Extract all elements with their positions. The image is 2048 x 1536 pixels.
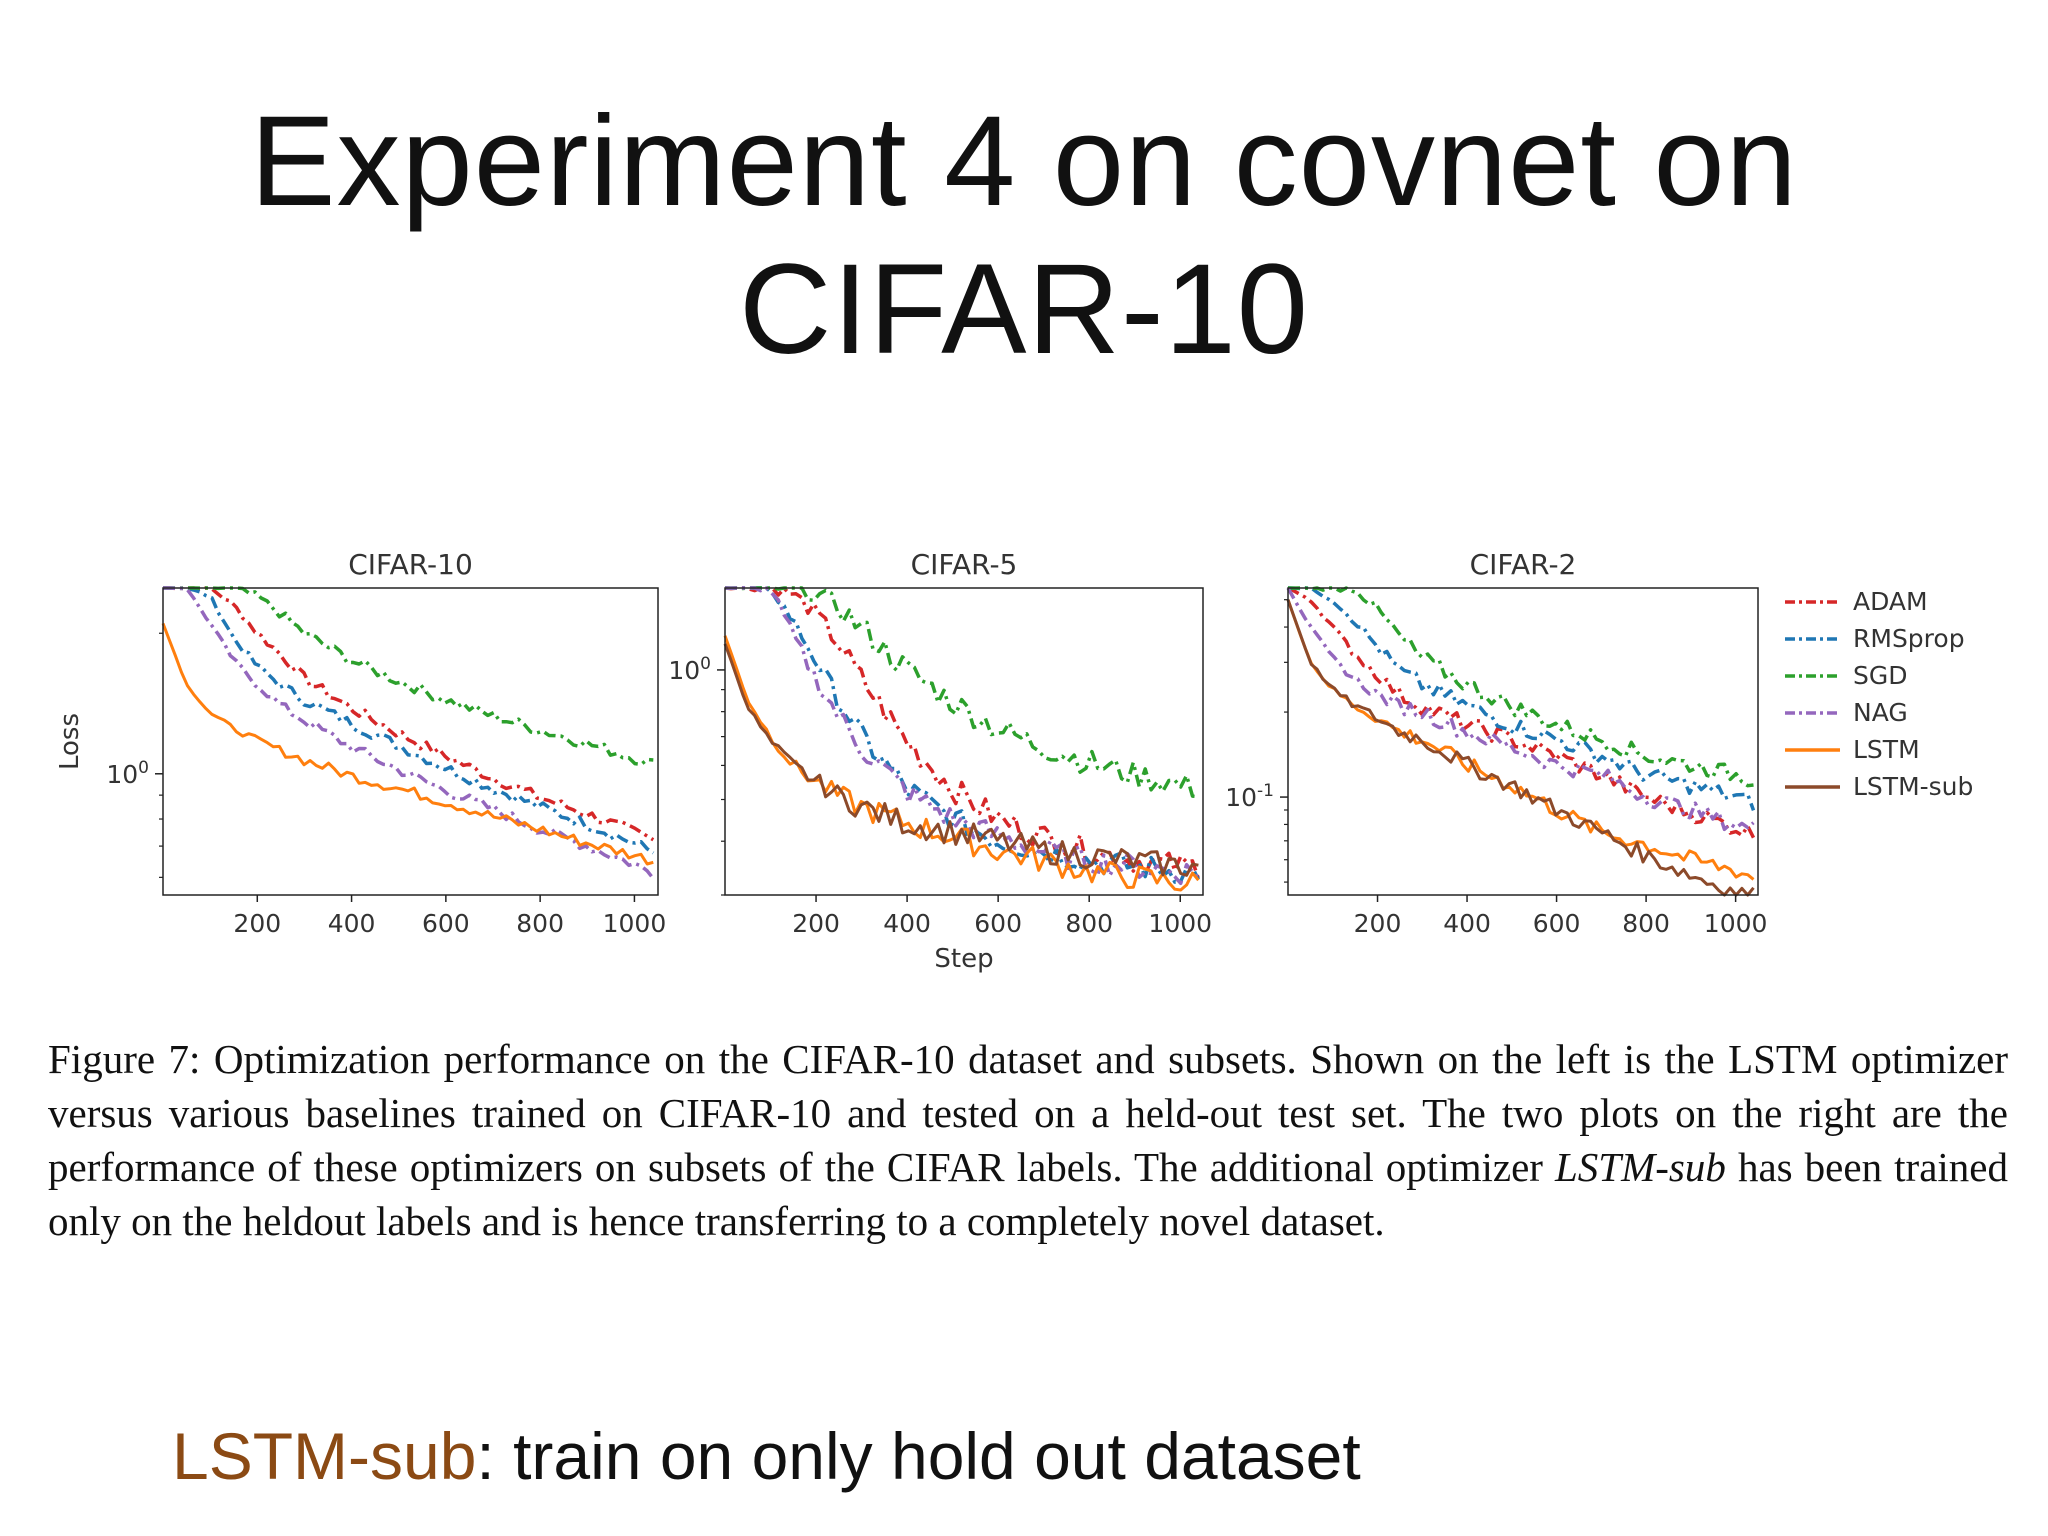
y-tick-label: 10-1 <box>1225 781 1274 812</box>
footer-note: LSTM-sub: train on only hold out dataset <box>172 1418 1361 1494</box>
x-tick-label: 400 <box>328 909 376 938</box>
chart-title: CIFAR-5 <box>911 548 1018 581</box>
caption-emphasis: LSTM-sub <box>1555 1144 1726 1190</box>
x-tick-label: 800 <box>516 909 564 938</box>
series-rmsprop-line <box>1287 586 1756 811</box>
footer-note-highlight: LSTM-sub <box>172 1419 477 1493</box>
chart-title: CIFAR-2 <box>1470 548 1577 581</box>
chart-title: CIFAR-10 <box>348 548 473 581</box>
series-adam-line <box>724 586 1201 880</box>
slide-title-line-1: Experiment 4 on covnet on <box>250 90 1798 233</box>
plot-frame <box>1287 587 1759 896</box>
series-rmsprop-line <box>724 586 1200 884</box>
x-tick-label: 800 <box>1622 909 1670 938</box>
series-sgd-line <box>725 586 1199 799</box>
legend-label-adam: ADAM <box>1853 587 1928 616</box>
x-tick-label: 1000 <box>1148 909 1212 938</box>
x-tick-label: 400 <box>1443 909 1491 938</box>
x-tick-label: 200 <box>233 909 281 938</box>
x-tick-label: 200 <box>1354 909 1402 938</box>
x-tick-label: 800 <box>1065 909 1113 938</box>
y-tick-label: 100 <box>106 758 149 789</box>
plot-frame <box>162 587 659 896</box>
chart-cifar-2: CIFAR-2 200 400 600 800 1000 10-1 <box>1225 548 1767 938</box>
x-tick-label: 1000 <box>1704 909 1768 938</box>
x-tick-label: 600 <box>974 909 1022 938</box>
chart-cifar-5: CIFAR-5 200 400 600 800 1000 100 Step <box>668 548 1212 974</box>
plot-frame <box>724 587 1204 896</box>
series-nag-line <box>724 586 1200 886</box>
series-lstm-line <box>161 622 654 866</box>
series-rmsprop-line <box>162 586 655 855</box>
series-lstm-sub-line <box>1286 599 1755 897</box>
x-tick-label: 200 <box>792 909 840 938</box>
slide-title: Experiment 4 on covnet on CIFAR-10 <box>0 88 2048 384</box>
series-nag-line <box>1286 587 1755 832</box>
chart-cifar-10: CIFAR-10 200 400 600 800 1000 100 Loss <box>55 548 666 938</box>
figure-7-charts: CIFAR-10 200 400 600 800 1000 100 Loss CIFAR-5 20… <box>55 548 1973 974</box>
y-axis-label: Loss <box>55 713 85 770</box>
caption-text-1: Figure 7: Optimization performance on th… <box>48 1036 2008 1190</box>
legend-label-nag: NAG <box>1853 698 1908 727</box>
legend-label-lstm: LSTM <box>1853 735 1920 764</box>
series-lstm-line <box>1286 599 1755 881</box>
figure-caption: Figure 7: Optimization performance on th… <box>48 1032 2008 1248</box>
slide-title-line-2: CIFAR-10 <box>739 238 1309 381</box>
x-tick-label: 600 <box>422 909 470 938</box>
x-tick-label: 1000 <box>603 909 667 938</box>
x-axis-label: Step <box>934 944 993 974</box>
legend-label-sgd: SGD <box>1853 661 1908 690</box>
series-sgd-line <box>163 586 654 767</box>
series-sgd-line <box>1287 586 1754 788</box>
chart-legend: ADAM RMSprop SGD NAG LSTM LSTM-sub <box>1785 587 1973 801</box>
series-lstm-sub-line <box>723 643 1199 877</box>
x-tick-label: 400 <box>883 909 931 938</box>
x-tick-label: 600 <box>1533 909 1581 938</box>
caption-text-2: has been trained only on the heldout lab… <box>48 1144 2008 1244</box>
legend-label-rmsprop: RMSprop <box>1853 624 1965 653</box>
series-adam-line <box>163 586 655 842</box>
y-tick-label: 100 <box>668 654 711 685</box>
legend-label-lstm-sub: LSTM-sub <box>1853 772 1973 801</box>
footer-note-text: : train on only hold out dataset <box>476 1419 1361 1493</box>
